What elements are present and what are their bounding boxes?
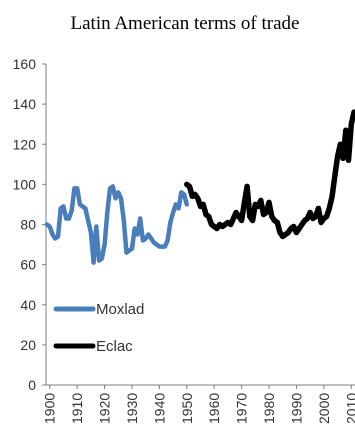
series-layer xyxy=(44,109,355,265)
chart-title: Latin American terms of trade xyxy=(71,13,300,34)
x-tick-label: 1930 xyxy=(124,393,140,424)
y-tick-label: 20 xyxy=(20,337,36,353)
x-tick-label: 2000 xyxy=(316,393,332,424)
y-tick-label: 0 xyxy=(28,377,36,393)
x-tick-label: 1910 xyxy=(69,393,85,424)
y-tick-label: 60 xyxy=(20,257,36,273)
x-tick-label: 1950 xyxy=(179,393,195,424)
y-tick-label: 140 xyxy=(13,96,37,112)
y-tick-label: 120 xyxy=(13,136,37,152)
x-tick-label: 1980 xyxy=(261,393,277,424)
x-axis-ticks: 1900 1910 1920 1930 1940 1950 1960 1970 1980 1990… xyxy=(42,385,355,424)
x-tick-label: 1970 xyxy=(234,393,250,424)
x-tick-label: 1960 xyxy=(206,393,222,424)
x-tick-label: 1940 xyxy=(151,393,167,424)
legend: Moxlad Eclac xyxy=(53,301,144,355)
legend-label-eclac: Eclac xyxy=(96,338,133,355)
x-tick-label: 2010 xyxy=(343,393,355,424)
y-tick-label: 80 xyxy=(20,217,36,233)
y-tick-label: 100 xyxy=(13,176,37,192)
legend-label-moxlad: Moxlad xyxy=(96,301,144,318)
series-line-moxlad xyxy=(44,184,190,265)
y-axis-ticks: 0 20 40 60 80 100 120 140 160 xyxy=(13,56,46,393)
x-tick-label: 1920 xyxy=(97,393,113,424)
y-tick-label: 160 xyxy=(13,56,37,72)
x-tick-label: 1900 xyxy=(42,393,58,424)
series-line-eclac xyxy=(184,109,355,240)
x-tick-label: 1990 xyxy=(288,393,304,424)
y-tick-label: 40 xyxy=(20,297,36,313)
